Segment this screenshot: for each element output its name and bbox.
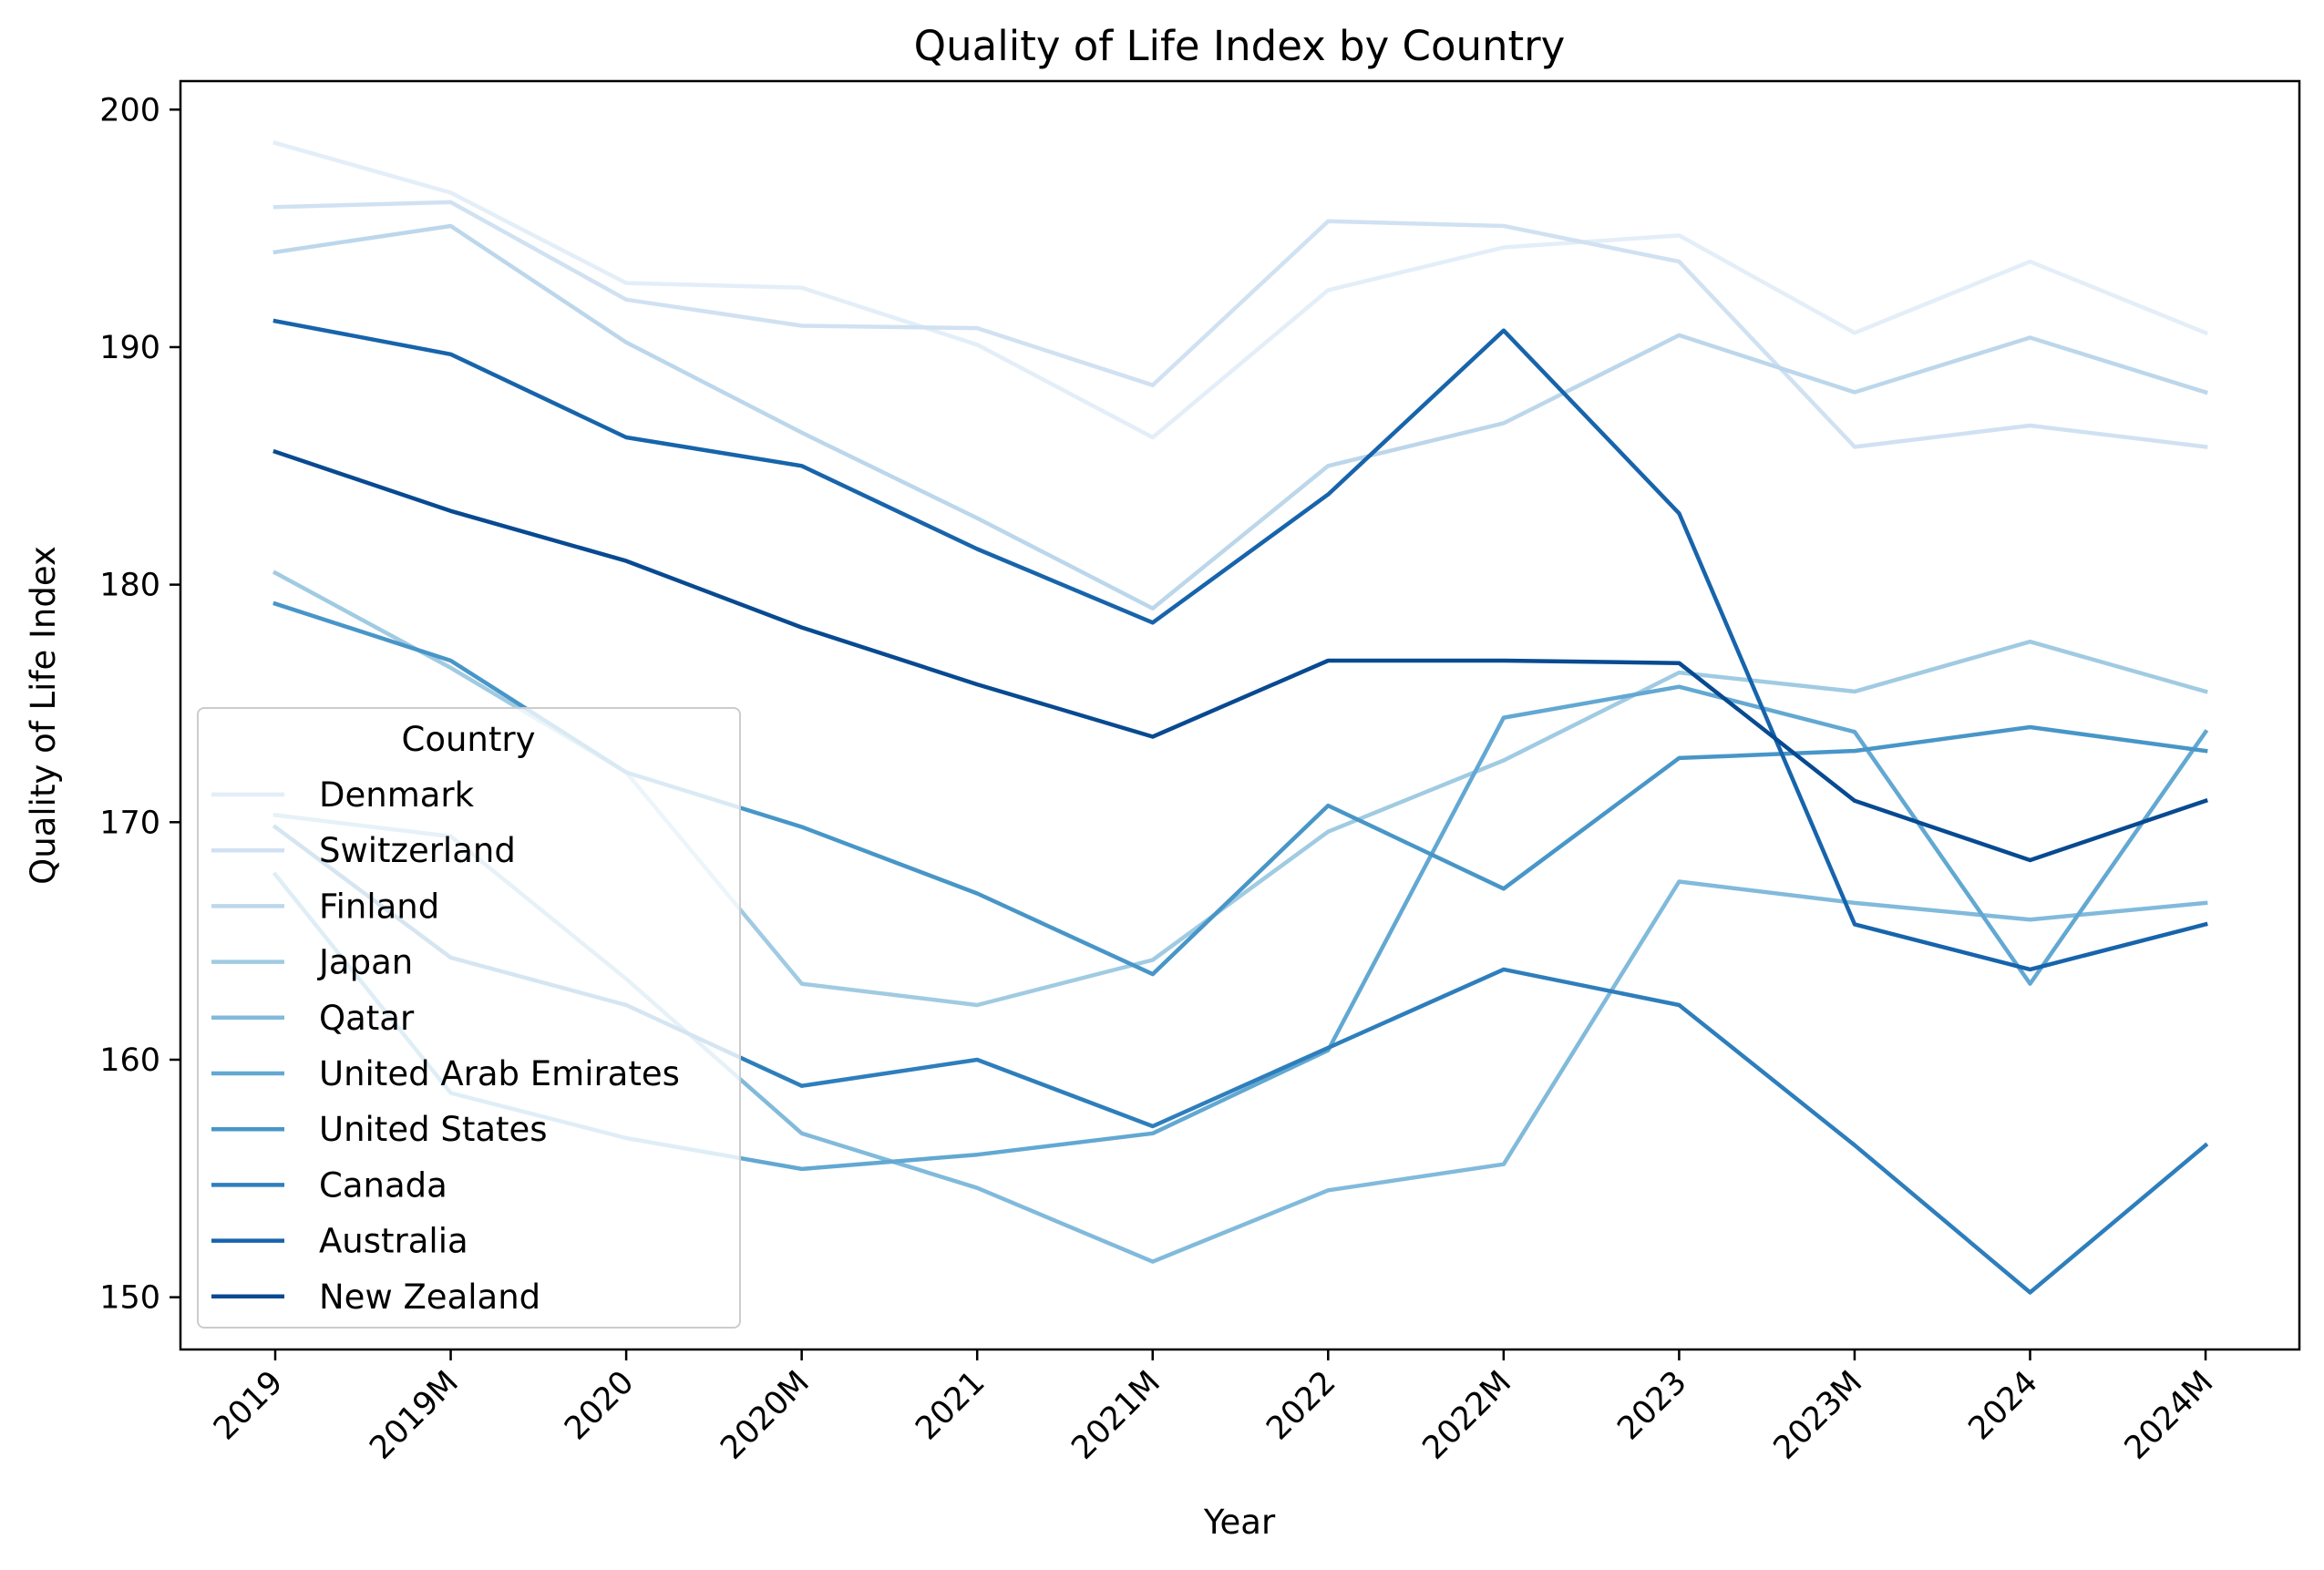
series-line-new-zealand (273, 448, 2208, 863)
legend-items: Denmark Switzerland Finland Japan Qatar Unite… (211, 775, 680, 1317)
legend-label: Japan (317, 943, 413, 982)
y-axis-label: Quality of Life Index (24, 546, 63, 885)
series-line-denmark (273, 140, 2209, 440)
y-tick-label: 180 (99, 568, 160, 604)
y-tick-label: 190 (99, 330, 160, 366)
plot-frame (179, 79, 2301, 1351)
legend-label: New Zealand (319, 1278, 540, 1317)
legend-label: Qatar (319, 999, 415, 1038)
legend-label: Switzerland (319, 831, 516, 870)
y-axis: 150 160 170 180 190 200 (99, 92, 180, 1317)
chart-title: Quality of Life Index by Country (914, 22, 1566, 70)
y-tick-label: 170 (99, 805, 160, 841)
legend-box (197, 707, 741, 1329)
legend-label: United States (319, 1110, 548, 1149)
x-axis-label: Year (1203, 1503, 1276, 1542)
legend-label: Australia (319, 1222, 468, 1261)
series-line-finland (273, 223, 2208, 611)
legend-title: Country (402, 720, 536, 759)
legend-label: Finland (319, 887, 439, 926)
legend-label: Denmark (319, 775, 475, 815)
legend-label: United Arab Emirates (319, 1054, 680, 1093)
legend: Country Denmark Switzerland Finland Japan Qa… (197, 707, 741, 1329)
y-tick-label: 150 (99, 1280, 160, 1317)
y-tick-label: 200 (99, 92, 160, 128)
series-line-australia (273, 318, 2208, 972)
y-tick-label: 160 (99, 1042, 160, 1079)
series-line-switzerland (273, 200, 2208, 449)
legend-label: Canada (319, 1165, 447, 1205)
